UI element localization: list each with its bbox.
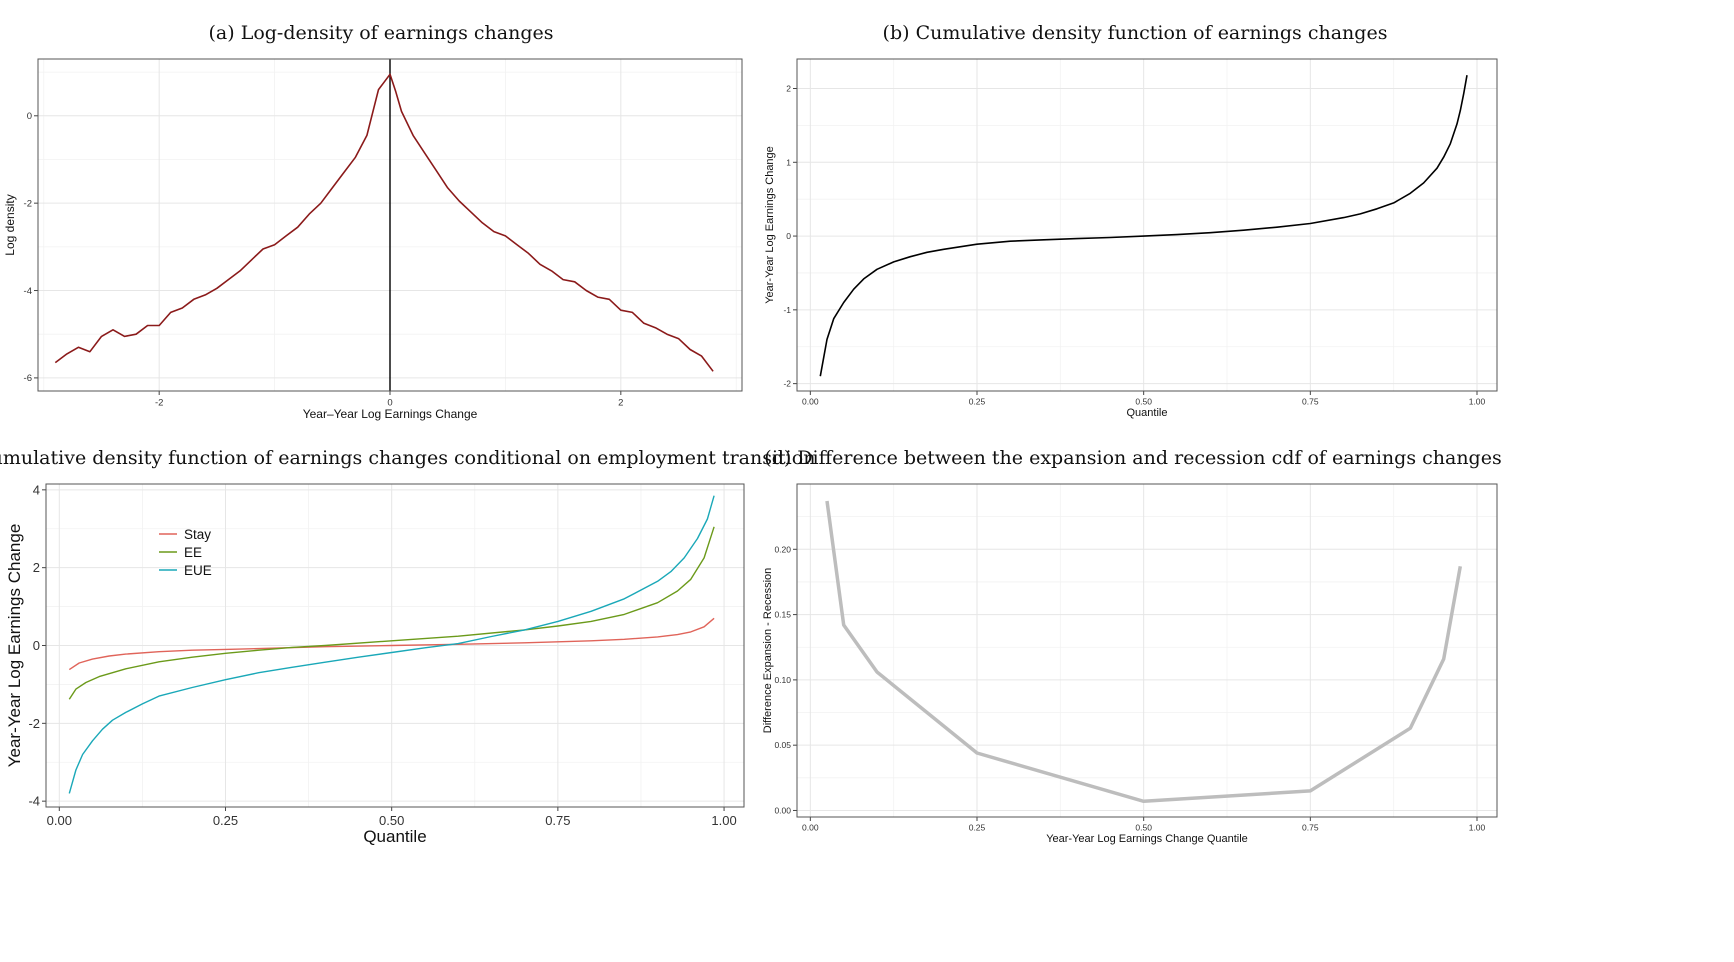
title-panel-a: (a) Log-density of earnings changes (208, 22, 554, 44)
x-tick-label: -2 (155, 398, 163, 409)
y-tick-label: 0.15 (774, 610, 791, 620)
x-tick-label: 0.25 (213, 813, 238, 828)
x-tick-label: 0.75 (1302, 397, 1319, 407)
y-axis-label: Difference Expansion - Recession (762, 568, 774, 734)
x-axis-label: Quantile (363, 827, 426, 846)
series-line-ee (68, 526, 715, 700)
title-panel-d: (d) Difference between the expansion and… (764, 447, 1502, 469)
y-axis-label: Year-Year Log Earnings Change (5, 524, 24, 768)
chart-c: 0.00 0.25 0.50 0.75 1.00 4 2 0 -2 -4 Quantile Year-… (5, 482, 745, 846)
y-tick-label: 2 (33, 560, 40, 575)
x-axis-label: Quantile (1127, 407, 1168, 419)
y-tick-label: -2 (28, 716, 40, 731)
y-tick-label: -6 (24, 373, 32, 384)
y-tick-label: -2 (783, 379, 791, 389)
x-tick-label: 1.00 (1469, 397, 1486, 407)
y-tick-label: 1 (786, 157, 791, 167)
panel-border (796, 58, 1498, 392)
x-tick-label: 0.50 (1135, 823, 1152, 833)
x-tick-label: 1.00 (711, 813, 736, 828)
y-axis-label: Year-Year Log Earnings Change (764, 146, 776, 304)
series-line (54, 73, 714, 372)
title-panel-c: (c) Cumulative density function of earni… (0, 447, 816, 469)
x-tick-label: 0.50 (379, 813, 404, 828)
chart-a: -2 0 2 0 -2 -4 -6 Year–Year Log Earnings Change… (3, 58, 743, 421)
x-tick-label: 0 (387, 398, 392, 409)
y-tick-label: 0.00 (774, 805, 791, 815)
x-tick-label: 0.00 (802, 397, 819, 407)
y-tick-label: -4 (24, 286, 32, 297)
series-line-stay (68, 617, 715, 671)
x-tick-label: 0.00 (802, 823, 819, 833)
series-line (819, 75, 1468, 377)
y-tick-label: 0 (786, 231, 791, 241)
x-tick-label: 0.75 (545, 813, 570, 828)
y-tick-label: 2 (786, 83, 791, 93)
y-tick-label: 0 (27, 111, 32, 122)
y-tick-label: 0.05 (774, 740, 791, 750)
series-line (825, 500, 1463, 804)
title-panel-b: (b) Cumulative density function of earni… (882, 22, 1388, 44)
y-tick-label: 4 (33, 482, 40, 497)
x-tick-label: 2 (618, 398, 623, 409)
y-tick-label: -2 (24, 198, 32, 209)
legend-label: EE (184, 545, 202, 560)
x-tick-label: 0.50 (1135, 397, 1152, 407)
series-line-eue (68, 495, 715, 794)
panel-border (796, 483, 1498, 818)
y-tick-label: -1 (783, 305, 791, 315)
legend-label: EUE (184, 563, 212, 578)
x-tick-label: 0.00 (47, 813, 72, 828)
legend-label: Stay (184, 527, 211, 542)
x-axis-label: Year–Year Log Earnings Change (303, 407, 478, 421)
panel-border (45, 483, 745, 808)
y-tick-label: 0.20 (774, 544, 791, 554)
panel-border (37, 58, 743, 392)
x-tick-label: 1.00 (1469, 823, 1486, 833)
y-tick-label: 0.10 (774, 675, 791, 685)
y-tick-label: 0 (33, 638, 40, 653)
x-axis-label: Year-Year Log Earnings Change Quantile (1046, 833, 1248, 845)
x-tick-label: 0.75 (1302, 823, 1319, 833)
y-axis-label: Log density (3, 194, 17, 255)
chart-b: 0.00 0.25 0.50 0.75 1.00 2 1 0 -1 -2 Quantile Year-… (764, 58, 1498, 419)
chart-d: 0.00 0.25 0.50 0.75 1.00 0.20 0.15 0.10 0.05 0.00… (762, 483, 1498, 845)
y-tick-label: -4 (28, 794, 40, 809)
x-tick-label: 0.25 (969, 823, 986, 833)
x-tick-label: 0.25 (969, 397, 986, 407)
